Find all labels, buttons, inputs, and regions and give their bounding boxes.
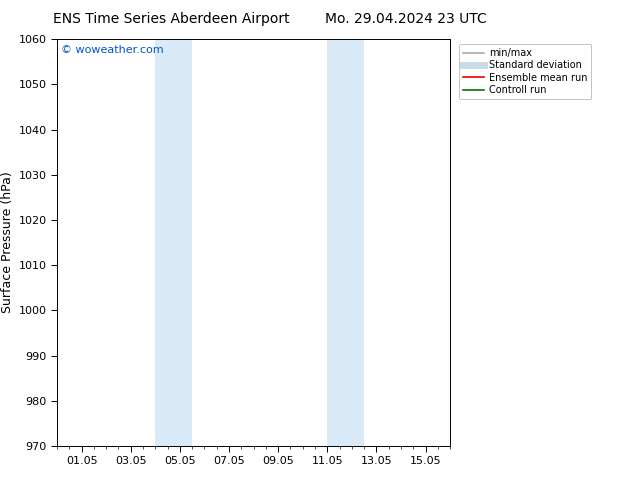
Bar (155, 39, 192, 446)
Bar (327, 39, 364, 446)
Legend: min/max, Standard deviation, Ensemble mean run, Controll run: min/max, Standard deviation, Ensemble me… (459, 44, 592, 99)
Text: Mo. 29.04.2024 23 UTC: Mo. 29.04.2024 23 UTC (325, 12, 487, 26)
Text: ENS Time Series Aberdeen Airport: ENS Time Series Aberdeen Airport (53, 12, 290, 26)
Y-axis label: Surface Pressure (hPa): Surface Pressure (hPa) (1, 172, 15, 314)
Text: © woweather.com: © woweather.com (61, 45, 164, 55)
